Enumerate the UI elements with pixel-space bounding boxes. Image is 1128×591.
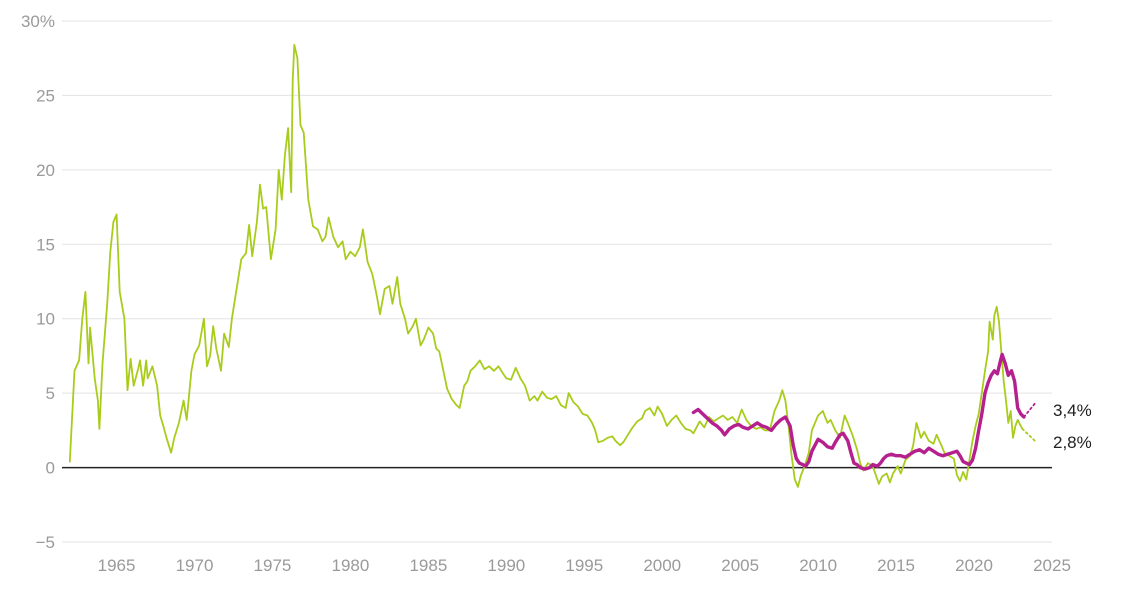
forecast-line-2 [1021,427,1036,442]
x-tick-label: 2025 [1033,556,1071,575]
gridlines [62,20,1052,543]
y-tick-label: 20 [36,161,55,180]
end-value-label: 2,8% [1053,433,1092,452]
x-tick-label: 1995 [565,556,603,575]
x-tick-label: 2000 [643,556,681,575]
y-tick-label: 15 [36,235,55,254]
x-tick-label: 1970 [176,556,214,575]
x-tick-label: 1985 [409,556,447,575]
series-lines [68,43,1036,488]
series-line-1 [68,43,1024,488]
x-tick-label: 1990 [487,556,525,575]
x-tick-label: 1980 [332,556,370,575]
x-tick-label: 2010 [799,556,837,575]
x-tick-label: 1965 [98,556,136,575]
y-tick-label: −5 [36,533,55,552]
y-tick-label: 10 [36,310,55,329]
x-tick-label: 2005 [721,556,759,575]
y-tick-label: 0 [46,459,55,478]
x-tick-label: 1975 [254,556,292,575]
x-tick-label: 2015 [877,556,915,575]
series-line-2 [691,352,1026,471]
y-tick-label: 30% [21,12,55,31]
end-labels: 3,4% 2,8% [1053,401,1092,452]
end-value-label: 3,4% [1053,401,1092,420]
forecast-line-1 [1023,402,1036,418]
x-tick-label: 2020 [955,556,993,575]
y-tick-label: 5 [46,384,55,403]
y-tick-label: 25 [36,86,55,105]
